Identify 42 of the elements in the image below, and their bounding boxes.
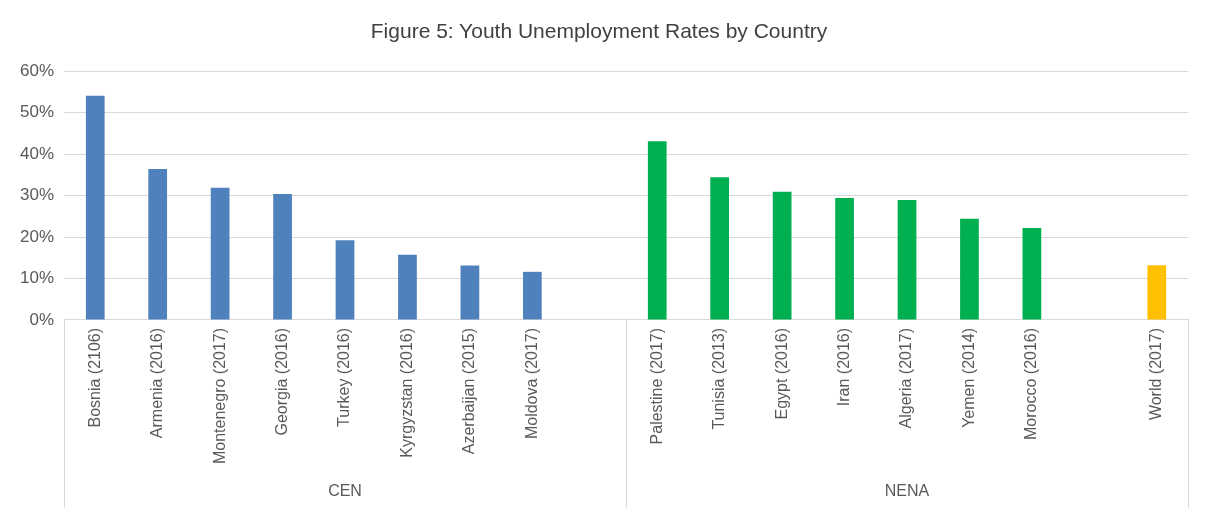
x-tick-label: Turkey (2016) — [335, 327, 353, 427]
bar — [335, 240, 355, 320]
x-tick-label: Azerbaijan (2015) — [460, 327, 478, 455]
x-tick-label: Morocco (2016) — [1022, 327, 1040, 440]
x-tick-label: Bosnia (2106) — [85, 327, 103, 428]
bar — [210, 187, 230, 320]
x-tick-label: Palestine (2017) — [647, 327, 665, 445]
x-tick-label: Moldova (2017) — [522, 327, 540, 440]
bar — [85, 95, 105, 320]
text: NENA — [884, 482, 930, 500]
bar — [772, 191, 792, 320]
bar — [1147, 265, 1167, 320]
chart-title: Figure 5: Youth Unemployment Rates by Country — [370, 19, 828, 43]
y-tick-label: 50% — [19, 102, 55, 122]
bar — [835, 198, 854, 320]
x-tick-label: Kyrgyzstan (2016) — [397, 327, 415, 458]
x-tick-label: Montenegro (2017) — [210, 327, 228, 465]
bar — [897, 200, 917, 320]
x-tick-label: Armenia (2016) — [148, 327, 166, 439]
bar — [522, 271, 542, 320]
bar — [398, 254, 417, 320]
text: CEN — [328, 482, 362, 500]
x-tick-label: Egypt (2016) — [772, 327, 790, 420]
x-tick-label: Algeria (2017) — [897, 327, 915, 429]
x-tick-label: Georgia (2016) — [272, 327, 290, 436]
bar — [647, 141, 667, 320]
bar — [273, 193, 292, 320]
bar — [148, 169, 168, 320]
y-tick-label: 10% — [19, 268, 55, 288]
bar — [710, 177, 730, 320]
y-tick-label: 30% — [19, 185, 55, 205]
y-tick-label: 0% — [29, 309, 55, 329]
x-tick-label: World (2017) — [1147, 327, 1165, 421]
y-tick-label: 40% — [19, 143, 55, 163]
bar — [960, 218, 979, 320]
y-tick-label: 60% — [19, 60, 55, 80]
y-tick-label: 20% — [19, 226, 55, 246]
bar — [1022, 227, 1042, 320]
x-tick-label: Tunisia (2013) — [710, 327, 728, 430]
bar — [460, 265, 480, 320]
x-tick-label: Yemen (2014) — [959, 327, 977, 428]
x-tick-label: Iran (2016) — [834, 327, 852, 407]
